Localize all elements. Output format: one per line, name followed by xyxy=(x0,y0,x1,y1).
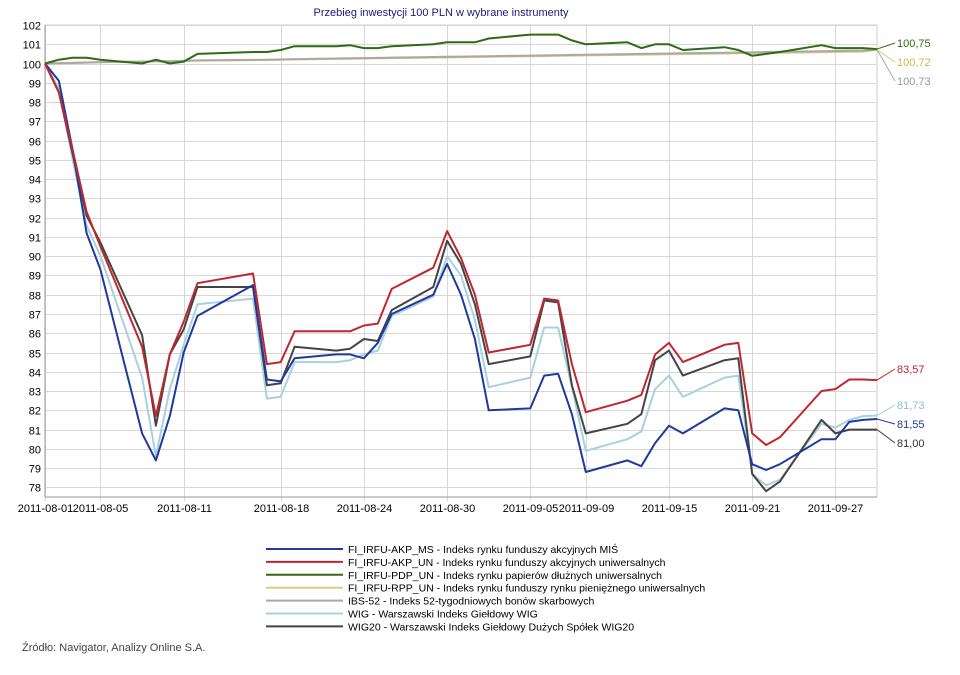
y-tick-label: 85 xyxy=(29,349,41,361)
x-tick-label: 2011-09-09 xyxy=(559,503,614,515)
end-label-leader xyxy=(877,369,895,380)
y-tick-label: 101 xyxy=(23,40,41,52)
end-label-leader xyxy=(877,43,895,49)
end-label-leader xyxy=(877,419,895,424)
y-tick-label: 84 xyxy=(29,368,41,380)
y-tick-label: 91 xyxy=(29,233,41,245)
end-label: 81,55 xyxy=(897,419,925,431)
end-labels: 81,55 83,57 100,75 100,72 100,73 81,73 81,00 xyxy=(877,38,931,450)
x-tick-label: 2011-09-05 xyxy=(503,503,558,515)
legend-entry: WIG20 - Warszawski Indeks Giełdowy Dużyc… xyxy=(348,621,634,633)
x-tick-label: 2011-08-24 xyxy=(337,503,392,515)
end-label: 100,73 xyxy=(897,76,931,88)
end-label: 100,75 xyxy=(897,38,931,50)
y-tick-label: 87 xyxy=(29,310,41,322)
y-tick-label: 86 xyxy=(29,329,41,341)
y-tick-label: 98 xyxy=(29,98,41,110)
y-tick-label: 102 xyxy=(23,21,41,33)
y-tick-label: 96 xyxy=(29,137,41,149)
y-tick-label: 81 xyxy=(29,426,41,438)
end-label-leader xyxy=(877,430,895,443)
x-tick-label: 2011-08-30 xyxy=(420,503,475,515)
y-tick-label: 83 xyxy=(29,387,41,399)
x-tick-label: 2011-08-01 xyxy=(18,503,73,515)
y-tick-label: 94 xyxy=(29,175,41,187)
y-tick-label: 95 xyxy=(29,156,41,168)
y-tick-label: 88 xyxy=(29,291,41,303)
end-label: 81,73 xyxy=(897,400,925,412)
chart: Przebieg inwestycji 100 PLN w wybrane in… xyxy=(0,0,960,675)
x-tick-label: 2011-09-15 xyxy=(642,503,697,515)
y-tick-label: 79 xyxy=(29,464,41,476)
end-label-leader xyxy=(877,49,895,81)
x-tick-label: 2011-08-05 xyxy=(73,503,128,515)
legend-entry: FI_IRFU-AKP_UN - Indeks rynku funduszy a… xyxy=(348,557,666,569)
x-tick-label: 2011-08-11 xyxy=(157,503,212,515)
end-label-leader xyxy=(877,405,895,416)
legend: FI_IRFU-AKP_MS - Indeks rynku funduszy a… xyxy=(266,543,705,633)
y-tick-label: 92 xyxy=(29,214,41,226)
y-tick-label: 97 xyxy=(29,117,41,129)
end-label: 81,00 xyxy=(897,438,925,450)
source-note: Źródło: Navigator, Analizy Online S.A. xyxy=(22,642,205,654)
y-tick-label: 99 xyxy=(29,79,41,91)
legend-entry: IBS-52 - Indeks 52-tygodniowych bonów sk… xyxy=(348,596,594,608)
legend-entry: FI_IRFU-RPP_UN - Indeks rynku funduszy r… xyxy=(348,583,705,595)
legend-entry: FI_IRFU-AKP_MS - Indeks rynku funduszy a… xyxy=(348,543,618,556)
x-tick-label: 2011-09-27 xyxy=(808,503,863,515)
x-tick-label: 2011-09-21 xyxy=(725,503,780,515)
end-label: 100,72 xyxy=(897,57,931,69)
end-label: 83,57 xyxy=(897,364,925,376)
y-tick-label: 89 xyxy=(29,271,41,283)
y-tick-label: 80 xyxy=(29,445,41,457)
y-tick-label: 82 xyxy=(29,406,41,418)
x-tick-label: 2011-08-18 xyxy=(254,503,309,515)
y-tick-label: 78 xyxy=(29,483,41,495)
chart-title: Przebieg inwestycji 100 PLN w wybrane in… xyxy=(314,7,569,19)
y-tick-label: 93 xyxy=(29,194,41,206)
end-label-leader xyxy=(877,50,895,62)
y-tick-label: 90 xyxy=(29,252,41,264)
legend-entry: FI_IRFU-PDP_UN - Indeks rynku papierów d… xyxy=(348,570,662,582)
legend-entry: WIG - Warszawski Indeks Giełdowy WIG xyxy=(348,609,538,621)
y-tick-label: 100 xyxy=(23,60,41,72)
